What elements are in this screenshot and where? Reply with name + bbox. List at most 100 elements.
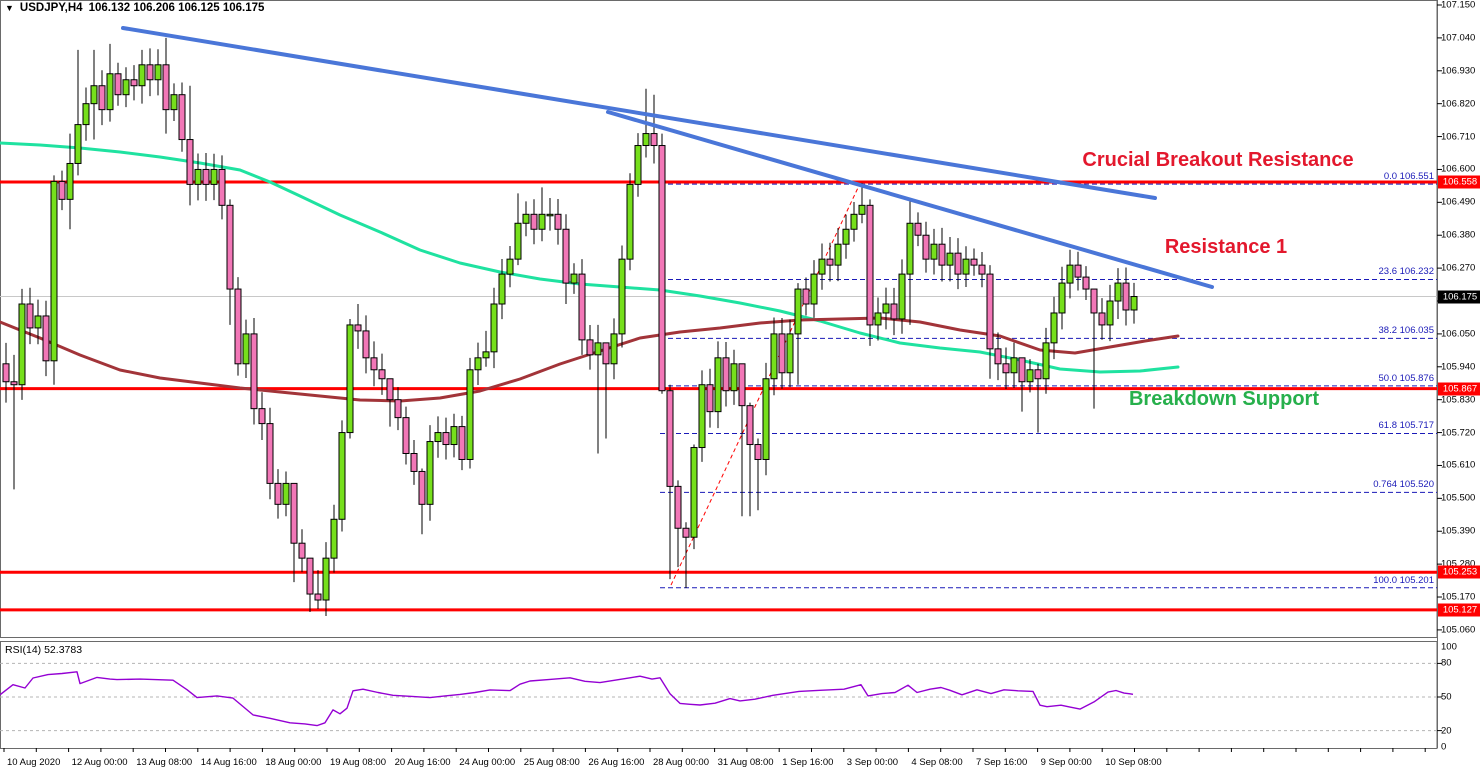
candle-body-bear (162, 64, 170, 111)
candle-body-bull (1042, 342, 1050, 380)
candle-body-bear (274, 482, 282, 505)
candle-body-bull (634, 145, 642, 185)
candle-body-bull (770, 333, 778, 380)
candle-body-bear (658, 145, 666, 392)
candle-body-bull (882, 303, 890, 314)
resistance-trendline-2[interactable] (606, 110, 1214, 289)
time-axis-label: 9 Sep 00:00 (1040, 757, 1092, 768)
candle-body-bull (1058, 282, 1066, 314)
symbol-timeframe-label: USDJPY,H4 (19, 2, 83, 14)
price-axis-label: 105.610 (1441, 459, 1476, 471)
candle-body-bull (642, 133, 650, 147)
candle-body-bull (1026, 369, 1034, 383)
candle-body-bear (1018, 357, 1026, 383)
candle-body-bear (258, 408, 266, 425)
candle-body-bull (282, 482, 290, 505)
time-axis-label: 3 Sep 00:00 (846, 757, 899, 768)
candle-body-bear (746, 405, 754, 446)
price-axis-label: 106.270 (1441, 262, 1476, 274)
price-line-badge: 106.558 (1438, 175, 1480, 189)
candle-body-bear (298, 542, 306, 559)
fib-level-label: 23.6 106.232 (1378, 266, 1434, 278)
price-axis-label: 107.150 (1441, 0, 1476, 11)
time-axis-label: 18 Aug 00:00 (265, 757, 322, 768)
candle-body-bull (610, 333, 618, 365)
fib-level-label: 38.2 106.035 (1378, 325, 1434, 337)
annotation-crucial-breakout-resistance[interactable]: Crucial Breakout Resistance (1082, 149, 1354, 171)
candle-body-bear (986, 273, 994, 350)
price-line-badge: 105.253 (1438, 565, 1480, 579)
fib-level-label: 0.0 106.551 (1383, 171, 1434, 183)
candle-body-bull (810, 273, 818, 305)
price-axis-label: 105.940 (1441, 361, 1476, 373)
fib-level-label: 100.0 105.201 (1373, 574, 1434, 586)
candle-body-bear (650, 133, 658, 147)
red-dashed-trendline[interactable] (670, 183, 861, 586)
candle-body-bull (946, 252, 954, 266)
candle-body-bear (554, 213, 562, 230)
time-axis-label: 28 Aug 00:00 (653, 757, 709, 768)
candle-body-bull (154, 64, 162, 81)
candle-body-bear (418, 470, 426, 505)
annotation-breakdown-support[interactable]: Breakdown Support (1128, 388, 1320, 410)
resistance-trendline-1[interactable] (121, 26, 1157, 200)
candle-body-bull (522, 213, 530, 224)
candle-body-bear (250, 333, 258, 410)
candle-body-bear (114, 73, 122, 96)
candle-body-bull (818, 258, 826, 275)
candle-body-bear (394, 399, 402, 419)
candle-body-bear (602, 342, 610, 365)
current-price-badge: 106.175 (1438, 290, 1480, 304)
candle-body-bear (378, 369, 386, 380)
candle-body-bear (1034, 369, 1042, 380)
candle-body-bear (42, 315, 50, 362)
price-axis-label: 106.930 (1441, 65, 1476, 77)
candle-body-bull (690, 447, 698, 538)
candle-body-bull (122, 79, 130, 96)
price-axis-label: 105.170 (1441, 591, 1476, 603)
candle-body-bear (914, 222, 922, 236)
candle-body-bear (922, 234, 930, 260)
candle-body-bear (202, 168, 210, 185)
candle-body-bear (306, 557, 314, 595)
candle-body-bull (850, 213, 858, 230)
candle-body-bull (594, 342, 602, 356)
price-axis-label: 106.050 (1441, 328, 1476, 340)
candle-body-bear (10, 381, 18, 386)
price-axis-label: 105.500 (1441, 492, 1476, 504)
candle-body-bear (370, 357, 378, 371)
candle-body-bear (146, 64, 154, 81)
price-axis-label: 105.280 (1441, 558, 1476, 570)
price-axis-label: 107.040 (1441, 32, 1476, 44)
candle-body-bull (138, 64, 146, 87)
candle-body-bull (434, 432, 442, 443)
time-axis-label: 19 Aug 08:00 (330, 757, 386, 768)
collapse-arrow-icon[interactable]: ▼ (5, 3, 14, 13)
candle-body-bull (834, 243, 842, 266)
candle-body-bear (58, 180, 66, 200)
candle-body-bull (786, 333, 794, 374)
candle-body-bear (410, 453, 418, 472)
candle-body-bear (890, 303, 898, 320)
candle-body-bull (490, 303, 498, 353)
candle-body-bull (322, 557, 330, 601)
candle-body-bull (426, 441, 434, 505)
candle-body-bear (1002, 363, 1010, 374)
candle-body-bull (170, 94, 178, 111)
candle-body-bull (1066, 264, 1074, 284)
time-axis-label: 10 Aug 2020 (7, 757, 61, 768)
candle-body-bull (874, 312, 882, 326)
candle-body-bull (546, 213, 554, 217)
candle-body-bull (1050, 312, 1058, 344)
candle-body-bear (226, 204, 234, 290)
candle-body-bear (234, 288, 242, 365)
candle-body-bear (354, 324, 362, 332)
candle-body-bear (458, 426, 466, 460)
candle-body-bull (90, 85, 98, 105)
price-axis-label: 106.710 (1441, 131, 1476, 143)
candle-body-bear (218, 168, 226, 206)
price-axis-label: 106.380 (1441, 229, 1476, 241)
annotation-resistance-1[interactable]: Resistance 1 (1164, 236, 1288, 258)
candle-body-bull (514, 222, 522, 260)
